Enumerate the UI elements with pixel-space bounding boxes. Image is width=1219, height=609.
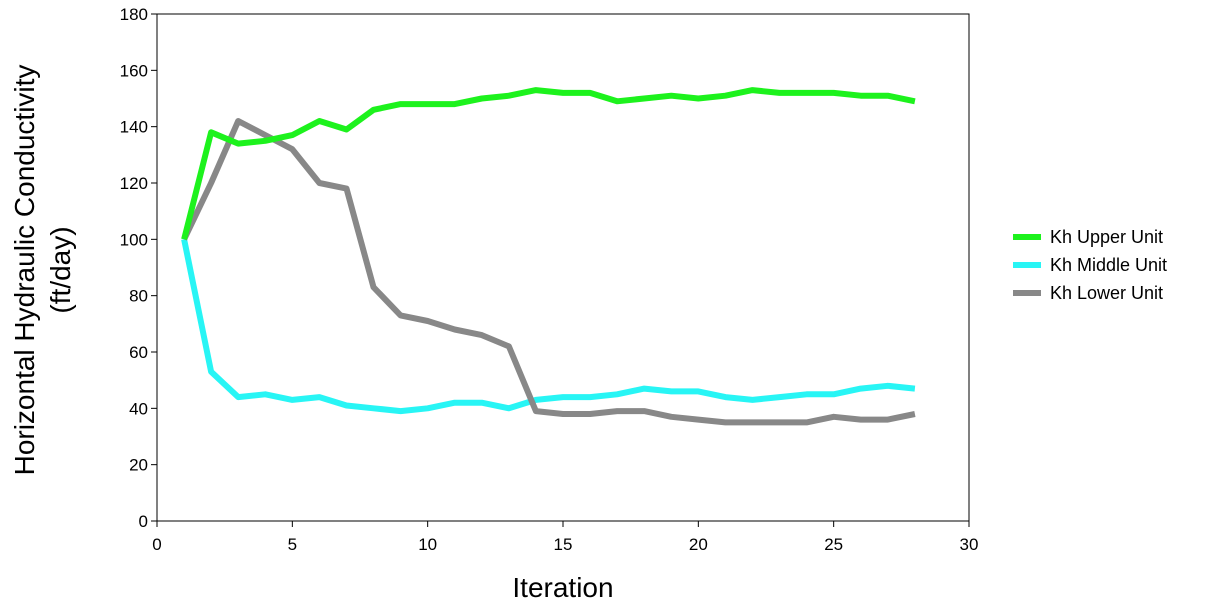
y-tick-label: 100 [120, 230, 148, 249]
y-tick-label: 60 [129, 343, 148, 362]
series-line-kh-middle-unit [181, 238, 916, 415]
legend: Kh Upper Unit Kh Middle Unit Kh Lower Unit [1013, 227, 1167, 303]
x-tick-label: 15 [554, 535, 573, 554]
x-tick-label: 10 [418, 535, 437, 554]
x-tick-label: 25 [824, 535, 843, 554]
y-tick-label: 120 [120, 174, 148, 193]
y-tick-label: 160 [120, 61, 148, 80]
x-tick-label: 20 [689, 535, 708, 554]
series-layer [181, 87, 916, 426]
series-line-kh-lower-unit [181, 118, 916, 426]
x-tick-label: 30 [960, 535, 979, 554]
y-tick-label: 180 [120, 5, 148, 24]
y-axis-title-line1: Horizontal Hydraulic Conductivity [9, 65, 40, 476]
x-axis: 0 5 10 15 20 25 30 [152, 521, 978, 554]
y-axis: 0 20 40 60 80 100 120 140 160 180 [120, 5, 157, 531]
y-tick-label: 20 [129, 456, 148, 475]
series-line-kh-upper-unit [181, 87, 916, 241]
y-tick-label: 40 [129, 399, 148, 418]
y-tick-label: 140 [120, 118, 148, 137]
legend-label: Kh Lower Unit [1050, 283, 1163, 303]
legend-label: Kh Middle Unit [1050, 255, 1167, 275]
x-tick-label: 5 [288, 535, 297, 554]
y-tick-label: 80 [129, 287, 148, 306]
x-tick-label: 0 [152, 535, 161, 554]
plot-area [156, 13, 970, 522]
legend-label: Kh Upper Unit [1050, 227, 1163, 247]
x-axis-title: Iteration [512, 572, 613, 603]
y-tick-label: 0 [139, 512, 148, 531]
y-axis-title-line2: (ft/day) [45, 226, 76, 313]
